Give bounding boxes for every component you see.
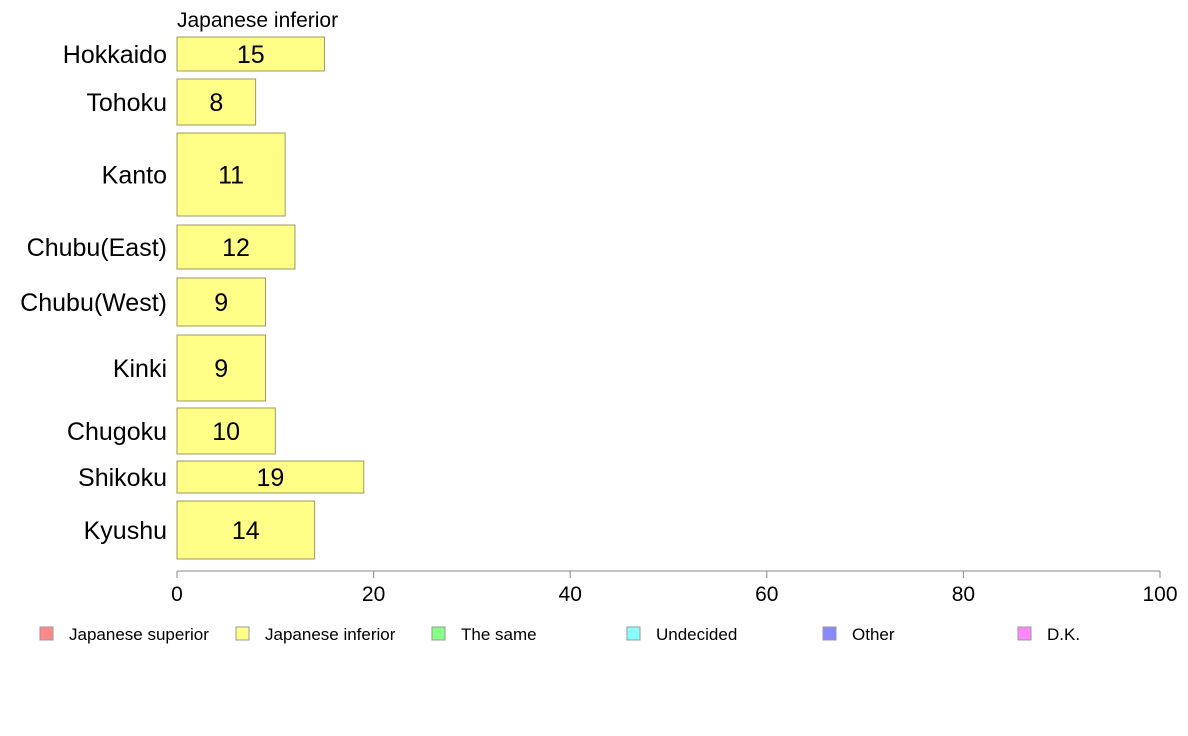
- chart-title: Japanese inferior: [177, 9, 338, 32]
- x-tick-label: 20: [362, 583, 385, 606]
- legend: Japanese superior Japanese inferior The sa…: [39, 625, 1080, 644]
- legend-swatch: [431, 626, 446, 641]
- bar-kanto: [176, 132, 286, 217]
- data-label: 11: [218, 162, 244, 190]
- x-tick-label: 0: [171, 583, 183, 606]
- x-axis: 0 20 40 60 80 100: [171, 570, 1178, 606]
- legend-label: Japanese superior: [69, 625, 209, 644]
- bar-kyushu: [176, 500, 316, 560]
- bars-group: Hokkaido 15 Tohoku 8 Kanto 11 Chubu(East) 12 Chu…: [20, 36, 365, 560]
- x-tick-label: 100: [1142, 583, 1177, 606]
- data-label: 10: [212, 418, 240, 446]
- data-label: 9: [214, 355, 228, 383]
- category-label: Kanto: [102, 162, 167, 190]
- x-tick-label: 40: [559, 583, 582, 606]
- bar-shikoku: [176, 460, 365, 494]
- legend-label: The same: [461, 625, 537, 644]
- category-label: Chubu(West): [20, 289, 167, 317]
- category-label: Tohoku: [86, 89, 167, 117]
- legend-swatch: [626, 626, 641, 641]
- data-label: 19: [256, 464, 284, 492]
- bar-chugoku: [176, 407, 276, 455]
- category-label: Chubu(East): [27, 234, 167, 262]
- legend-label: Japanese inferior: [265, 625, 396, 644]
- legend-label: D.K.: [1047, 625, 1080, 644]
- bar-chubu-east: [176, 224, 296, 270]
- bar-hokkaido: [176, 36, 325, 72]
- category-label: Shikoku: [78, 464, 167, 492]
- legend-swatch: [235, 626, 250, 641]
- category-label: Chugoku: [67, 418, 167, 446]
- legend-swatch: [822, 626, 837, 641]
- data-label: 8: [209, 89, 223, 117]
- data-label: 14: [232, 517, 260, 545]
- data-label: 9: [214, 289, 228, 317]
- x-tick-label: 60: [755, 583, 778, 606]
- legend-label: Other: [852, 625, 895, 644]
- data-label: 12: [222, 234, 250, 262]
- bar-chubu-west: [176, 277, 266, 327]
- legend-label: Undecided: [656, 625, 737, 644]
- legend-swatch: [1017, 626, 1032, 641]
- x-tick-label: 80: [952, 583, 975, 606]
- category-label: Hokkaido: [63, 41, 167, 69]
- bar-tohoku: [176, 78, 257, 126]
- bar-kinki: [176, 334, 266, 402]
- legend-swatch: [39, 626, 54, 641]
- category-label: Kyushu: [84, 517, 167, 545]
- data-label: 15: [237, 41, 265, 69]
- category-label: Kinki: [113, 355, 167, 383]
